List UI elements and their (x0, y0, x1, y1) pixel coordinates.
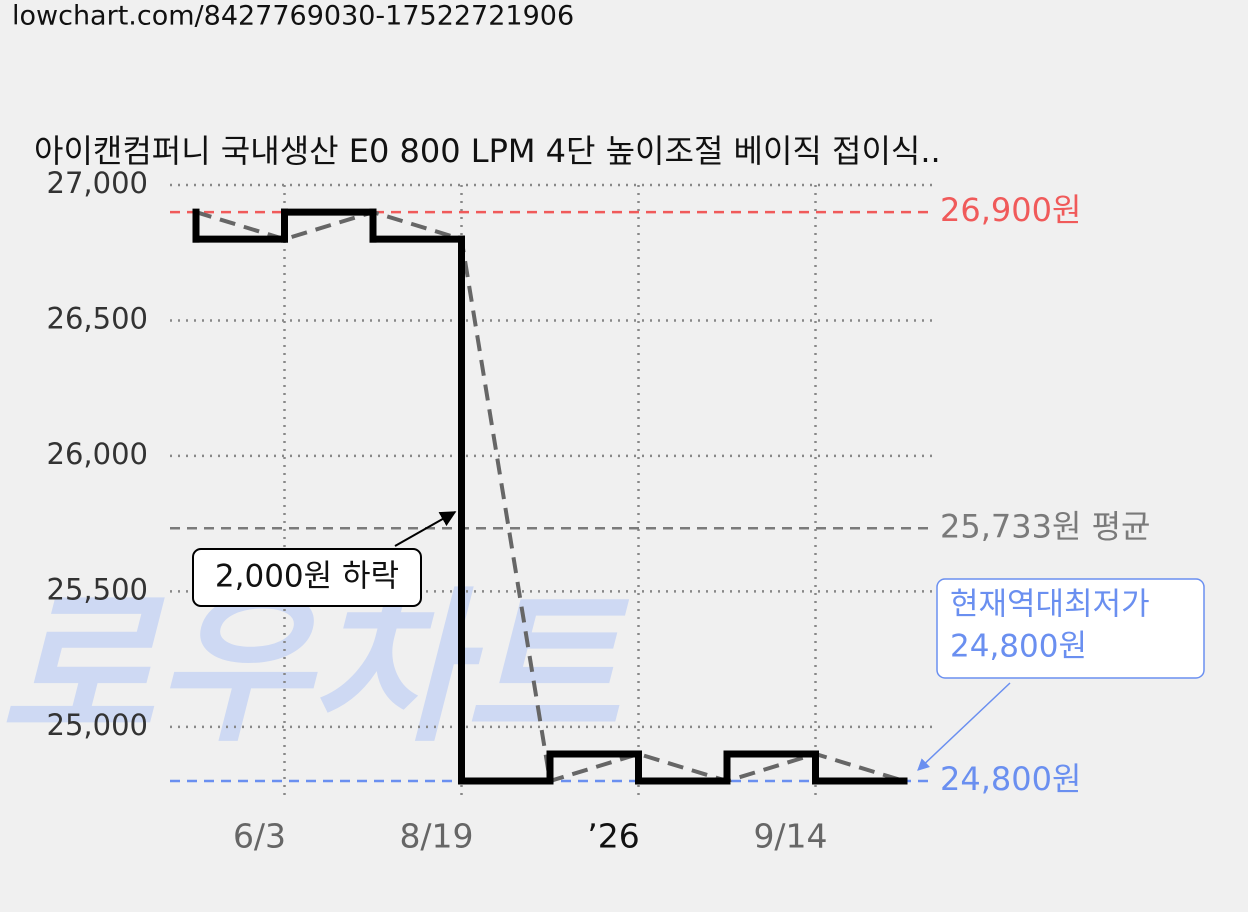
y-tick-label: 26,000 (47, 437, 148, 471)
annotation-box (192, 548, 422, 607)
y-tick-label: 25,500 (47, 572, 148, 606)
chart-title: 아이캔컴퍼니 국내생산 E0 800 LPM 4단 높이조절 베이직 접이식.. (34, 132, 941, 170)
x-tick-label: 9/14 (753, 817, 827, 856)
reference-label: 24,800원 (940, 760, 1081, 798)
annotation-text: 2,000원 하락 (215, 559, 399, 595)
reference-label: 26,900원 (940, 191, 1081, 229)
y-tick-label: 27,000 (47, 166, 148, 200)
x-tick-label: 6/3 (233, 817, 286, 856)
url: lowchart.com/8427769030-17522721906 (12, 1, 574, 32)
annotation-arrow (394, 511, 457, 547)
reference-label: 25,733원 평균 (940, 507, 1150, 545)
annotation-box (936, 578, 1205, 679)
x-tick-label: ’26 (587, 817, 639, 856)
annotation-text: 24,800원 (950, 629, 1087, 665)
annotation-arrow (917, 682, 1011, 771)
annotation-text: 현재역대최저가 (950, 587, 1150, 623)
x-tick-label: 8/19 (399, 817, 473, 856)
y-tick-label: 26,500 (47, 301, 148, 335)
y-tick-label: 25,000 (47, 708, 148, 742)
